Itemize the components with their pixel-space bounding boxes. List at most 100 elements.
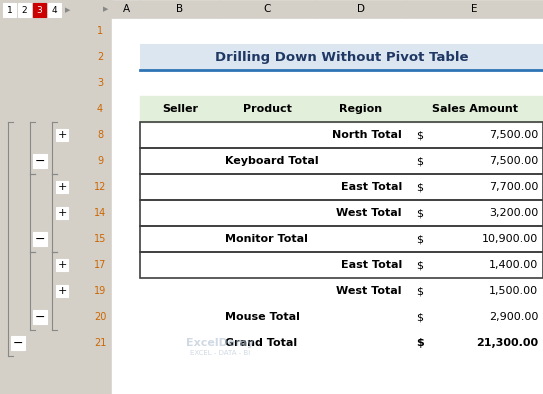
Text: +: + — [58, 286, 67, 296]
Bar — [220, 304, 315, 330]
Bar — [406, 96, 543, 122]
Text: West Total: West Total — [337, 286, 402, 296]
Text: 4: 4 — [97, 104, 103, 114]
Bar — [315, 18, 406, 44]
Bar — [140, 96, 220, 122]
Bar — [220, 122, 315, 148]
Text: 9: 9 — [97, 156, 103, 166]
Text: Sales Amount: Sales Amount — [432, 104, 517, 114]
Text: Seller: Seller — [162, 104, 198, 114]
Bar — [220, 330, 315, 356]
Text: 4: 4 — [52, 6, 58, 15]
Bar — [88, 96, 112, 122]
Bar — [220, 96, 315, 122]
Bar — [140, 200, 543, 226]
Bar — [140, 278, 220, 304]
Text: Product: Product — [243, 104, 292, 114]
Bar — [88, 18, 112, 44]
Bar — [220, 200, 315, 226]
Bar — [56, 129, 68, 141]
Bar — [88, 278, 112, 304]
Text: 1,400.00: 1,400.00 — [489, 260, 538, 270]
Text: 3: 3 — [36, 6, 42, 15]
Text: $: $ — [416, 130, 424, 140]
Bar — [88, 148, 112, 174]
Bar — [140, 304, 220, 330]
Text: $: $ — [416, 156, 424, 166]
Bar — [112, 148, 140, 174]
Bar — [406, 70, 543, 96]
Bar — [140, 252, 220, 278]
Text: C: C — [264, 4, 271, 14]
Text: $: $ — [416, 338, 424, 348]
Bar — [220, 252, 315, 278]
Bar — [33, 154, 47, 168]
Bar — [140, 96, 220, 122]
Text: 20: 20 — [94, 312, 106, 322]
Bar — [88, 330, 112, 356]
Bar — [112, 304, 140, 330]
Text: $: $ — [416, 234, 424, 244]
Bar — [406, 96, 543, 122]
Text: D: D — [357, 4, 364, 14]
Bar — [406, 330, 543, 356]
Text: Keyboard Total: Keyboard Total — [225, 156, 319, 166]
Bar — [140, 174, 220, 200]
Bar — [112, 44, 140, 70]
Text: 1: 1 — [97, 26, 103, 36]
Text: 10,900.00: 10,900.00 — [482, 234, 538, 244]
Bar — [33, 3, 46, 17]
Bar — [112, 278, 140, 304]
Text: 2: 2 — [22, 6, 27, 15]
Bar — [406, 0, 543, 18]
Bar — [315, 304, 406, 330]
Bar — [220, 174, 315, 200]
Bar — [315, 330, 406, 356]
Text: −: − — [35, 310, 45, 323]
Bar — [112, 174, 140, 200]
Bar — [56, 207, 68, 219]
Text: ExcelDemy: ExcelDemy — [186, 338, 254, 348]
Bar — [140, 226, 220, 252]
Bar — [220, 18, 315, 44]
Bar — [140, 174, 543, 200]
Text: 7,500.00: 7,500.00 — [489, 156, 538, 166]
Bar — [88, 122, 112, 148]
Bar — [315, 122, 406, 148]
Text: E: E — [471, 4, 478, 14]
Bar — [112, 70, 140, 96]
Bar — [315, 96, 406, 122]
Bar — [11, 336, 25, 350]
Bar — [406, 304, 543, 330]
Text: 19: 19 — [94, 286, 106, 296]
Bar — [406, 226, 543, 252]
Text: 1,500.00: 1,500.00 — [489, 286, 538, 296]
Bar — [140, 18, 220, 44]
Bar — [3, 3, 16, 17]
Bar — [140, 122, 543, 148]
Bar — [140, 44, 220, 70]
Bar — [140, 148, 543, 174]
Text: Mouse Total: Mouse Total — [225, 312, 300, 322]
Bar — [406, 200, 543, 226]
Bar — [406, 122, 543, 148]
Text: 17: 17 — [94, 260, 106, 270]
Text: 3,200.00: 3,200.00 — [489, 208, 538, 218]
Text: $: $ — [416, 286, 424, 296]
Bar — [112, 200, 140, 226]
Bar — [406, 18, 543, 44]
Text: 3: 3 — [97, 78, 103, 88]
Bar — [315, 44, 406, 70]
Bar — [406, 44, 543, 70]
Bar — [112, 122, 140, 148]
Bar — [112, 0, 543, 394]
Bar — [406, 252, 543, 278]
Bar — [88, 252, 112, 278]
Text: $: $ — [416, 312, 424, 322]
Text: +: + — [58, 182, 67, 192]
Text: 7,500.00: 7,500.00 — [489, 130, 538, 140]
Text: 1: 1 — [7, 6, 12, 15]
Text: 7,700.00: 7,700.00 — [489, 182, 538, 192]
Bar — [220, 278, 315, 304]
Bar — [112, 252, 140, 278]
